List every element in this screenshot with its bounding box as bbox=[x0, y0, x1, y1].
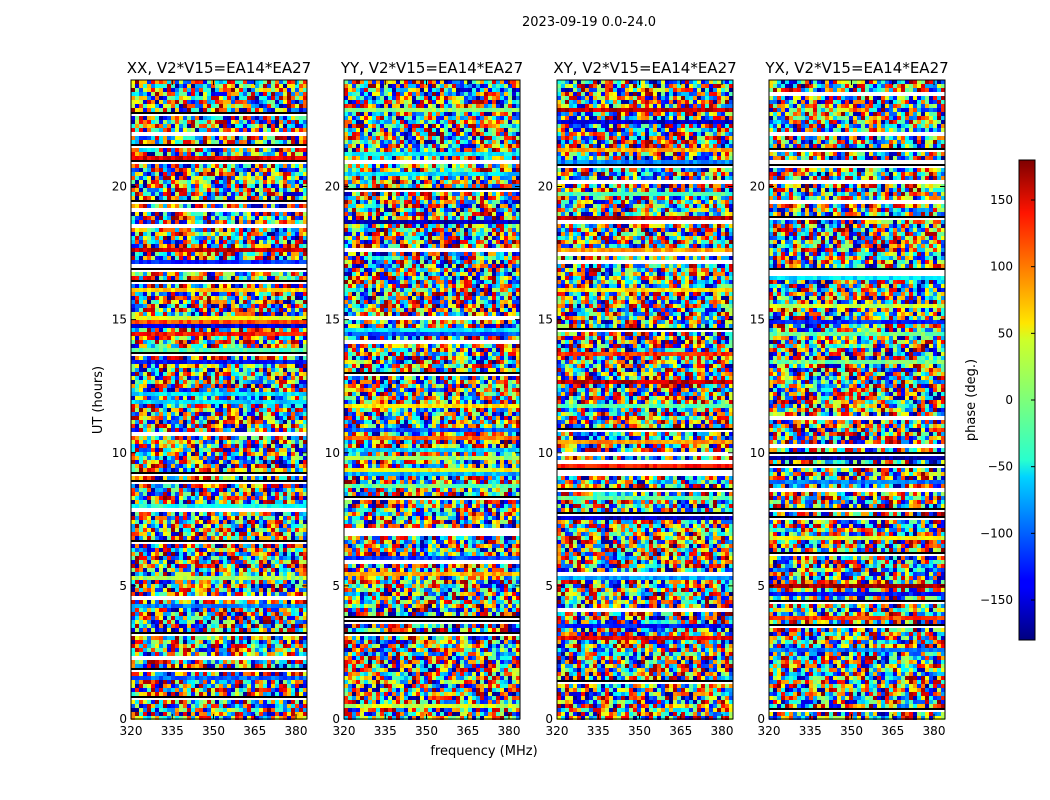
y-tick-label: 0 bbox=[332, 712, 340, 726]
y-tick-label: 20 bbox=[325, 180, 340, 194]
panel-title: YX, V2*V15=EA14*EA27 bbox=[764, 59, 948, 77]
colorbar: −150 −100 −50 0 50 100 150 bbox=[980, 160, 1035, 640]
x-tick-label: 320 bbox=[120, 724, 143, 738]
figure-title: 2023-09-19 0.0-24.0 bbox=[522, 15, 656, 30]
colorbar-tick-label: 0 bbox=[1005, 393, 1013, 407]
x-tick-label: 350 bbox=[840, 724, 863, 738]
y-tick-label: 10 bbox=[750, 446, 765, 460]
x-tick-label: 320 bbox=[758, 724, 781, 738]
y-tick-label: 5 bbox=[757, 579, 765, 593]
y-axis-label: UT (hours) bbox=[91, 366, 106, 434]
x-tick-label: 380 bbox=[498, 724, 521, 738]
x-tick-label: 320 bbox=[546, 724, 569, 738]
x-tick-label: 365 bbox=[881, 724, 904, 738]
y-tick-label: 10 bbox=[112, 446, 127, 460]
x-tick-label: 350 bbox=[415, 724, 438, 738]
y-tick-label: 10 bbox=[325, 446, 340, 460]
y-tick-label: 0 bbox=[545, 712, 553, 726]
x-tick-label: 380 bbox=[285, 724, 308, 738]
y-tick-label: 15 bbox=[325, 313, 340, 327]
panel-2: YY, V2*V15=EA14*EA27 320 335 350 365 380 0 5 10 1… bbox=[325, 59, 523, 738]
colorbar-tick-label: −150 bbox=[980, 593, 1013, 607]
y-tick-label: 0 bbox=[757, 712, 765, 726]
x-tick-label: 335 bbox=[374, 724, 397, 738]
panel-title: XX, V2*V15=EA14*EA27 bbox=[127, 59, 311, 77]
x-tick-label: 335 bbox=[799, 724, 822, 738]
x-tick-label: 365 bbox=[669, 724, 692, 738]
y-tick-label: 0 bbox=[119, 712, 127, 726]
colorbar-tick-label: −100 bbox=[980, 526, 1013, 540]
colorbar-tick-label: 50 bbox=[998, 326, 1013, 340]
y-tick-label: 5 bbox=[545, 579, 553, 593]
panel-title: XY, V2*V15=EA14*EA27 bbox=[553, 59, 736, 77]
y-tick-label: 15 bbox=[538, 313, 553, 327]
y-tick-label: 20 bbox=[112, 180, 127, 194]
y-tick-label: 15 bbox=[112, 313, 127, 327]
x-tick-label: 380 bbox=[711, 724, 734, 738]
x-tick-label: 365 bbox=[243, 724, 266, 738]
y-tick-label: 5 bbox=[332, 579, 340, 593]
x-tick-label: 380 bbox=[923, 724, 946, 738]
x-tick-label: 365 bbox=[456, 724, 479, 738]
y-tick-label: 5 bbox=[119, 579, 127, 593]
colorbar-tick-label: 100 bbox=[990, 260, 1013, 274]
y-tick-label: 20 bbox=[538, 180, 553, 194]
panel-1: XX, V2*V15=EA14*EA27 320 335 350 365 380 0 5 10 1… bbox=[112, 59, 312, 738]
x-tick-label: 350 bbox=[202, 724, 225, 738]
panel-title: YY, V2*V15=EA14*EA27 bbox=[340, 59, 523, 77]
colorbar-tick-label: −50 bbox=[988, 460, 1013, 474]
y-tick-label: 20 bbox=[750, 180, 765, 194]
y-tick-label: 10 bbox=[538, 446, 553, 460]
colorbar-tick-label: 150 bbox=[990, 193, 1013, 207]
x-tick-label: 335 bbox=[587, 724, 610, 738]
panels-layer: XX, V2*V15=EA14*EA27 320 335 350 365 380 0 5 10 1… bbox=[112, 59, 949, 738]
x-tick-label: 335 bbox=[161, 724, 184, 738]
x-tick-label: 320 bbox=[333, 724, 356, 738]
y-tick-label: 15 bbox=[750, 313, 765, 327]
panel-4: YX, V2*V15=EA14*EA27 320 335 350 365 380 0 5 10 1… bbox=[750, 59, 949, 738]
panel-3: XY, V2*V15=EA14*EA27 320 335 350 365 380 0 5 10 1… bbox=[538, 59, 737, 738]
colorbar-label: phase (deg.) bbox=[964, 359, 979, 441]
x-axis-label: frequency (MHz) bbox=[430, 744, 537, 759]
x-tick-label: 350 bbox=[628, 724, 651, 738]
